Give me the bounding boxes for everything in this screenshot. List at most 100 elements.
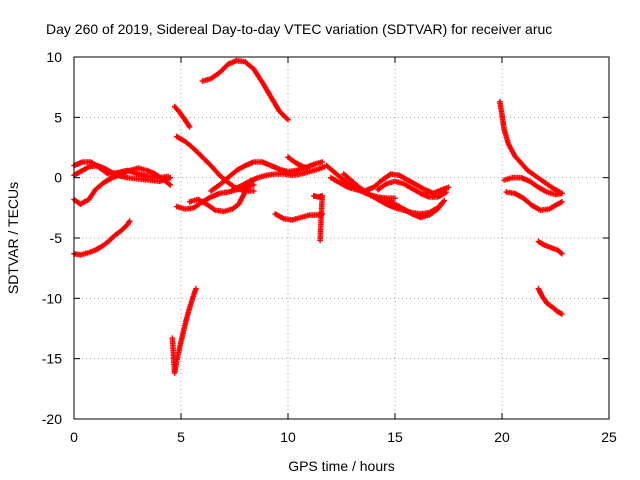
x-tick-label: 25 [601,429,617,445]
data-point [503,189,516,196]
series-arc-25 [535,285,565,317]
data-point [546,202,559,212]
data-point [529,202,542,213]
data-point [497,98,505,117]
series-arc-10 [199,57,291,123]
data-point [370,178,384,191]
data-point [99,239,110,250]
data-point [552,190,565,198]
data-point [544,300,555,310]
data-point [328,174,341,185]
data-point [392,201,405,211]
data-point [512,153,523,165]
data-point [375,196,388,207]
data-point [176,108,186,119]
data-point [268,94,282,113]
data-point [535,184,549,195]
data-point [92,180,106,193]
x-tick-label: 10 [280,429,296,445]
data-point [435,197,448,212]
data-point [184,120,193,130]
data-point [315,193,324,200]
data-point [182,306,192,327]
data-point [191,285,199,298]
data-point [310,193,320,200]
data-point [533,173,547,185]
series-arc-12 [229,164,328,193]
series-arc-23 [503,189,565,213]
grid [74,57,609,419]
data-point [263,171,277,179]
x-axis-label: GPS time / hours [288,458,395,474]
data-point [518,160,530,172]
data-point [101,175,114,186]
data-point [323,162,337,175]
data-point [272,211,286,221]
x-tick-label: 0 [70,429,78,445]
data-point [426,207,440,218]
series-arc-22 [501,174,565,198]
data-point [118,223,129,234]
data-point [315,164,328,172]
data-point [439,184,452,193]
data-point [317,193,325,244]
data-point [512,190,525,201]
series-arc-18 [340,171,445,217]
data-point [505,141,517,158]
data-point [105,234,117,245]
y-tick-label: -10 [42,290,62,306]
data-point [366,191,380,202]
data-point [336,179,350,190]
series-arc-14 [285,154,311,171]
data-point [152,171,166,182]
data-point [180,114,190,125]
series-arc-13 [272,211,326,223]
data-point [554,247,565,257]
data-point [554,199,565,207]
data-point [259,79,273,99]
data-point [527,178,540,190]
y-tick-label: -20 [42,411,62,427]
data-point [186,293,197,311]
x-tick-label: 20 [494,429,510,445]
y-tick-label: 5 [54,109,62,125]
data-point [208,162,222,177]
data-point [542,179,555,191]
data-point [173,340,184,364]
data-point [238,179,251,189]
series-arc-4 [71,218,133,258]
data-point [92,244,104,253]
data-point [276,108,291,123]
data-point [216,62,230,76]
data-point [208,70,221,82]
x-tick-label: 15 [387,429,403,445]
y-tick-label: -5 [50,230,63,246]
data-point [178,322,188,345]
chart-title: Day 260 of 2019, Sidereal Day-to-day VTE… [46,21,552,37]
data-point [171,103,181,113]
data-point [242,59,256,71]
data-point [413,182,427,192]
x-tick-label: 5 [177,429,185,445]
data-point [182,138,196,151]
series-arc-24 [535,238,565,257]
data-point [379,172,393,183]
data-point [405,177,418,187]
data-point [124,218,133,228]
data-point [396,172,410,183]
data-point [409,185,423,196]
data-point [173,203,187,212]
data-point [216,175,230,188]
series-arc-20 [383,197,448,221]
data-point [208,183,221,194]
y-tick-label: 10 [46,49,62,65]
data-point [520,195,534,208]
series-arc-15 [310,193,325,244]
data-point [77,197,91,207]
data-point [435,189,450,200]
series-arc-5 [169,285,199,376]
data-point [195,196,209,207]
data-point [554,308,565,317]
data-point [225,168,239,181]
